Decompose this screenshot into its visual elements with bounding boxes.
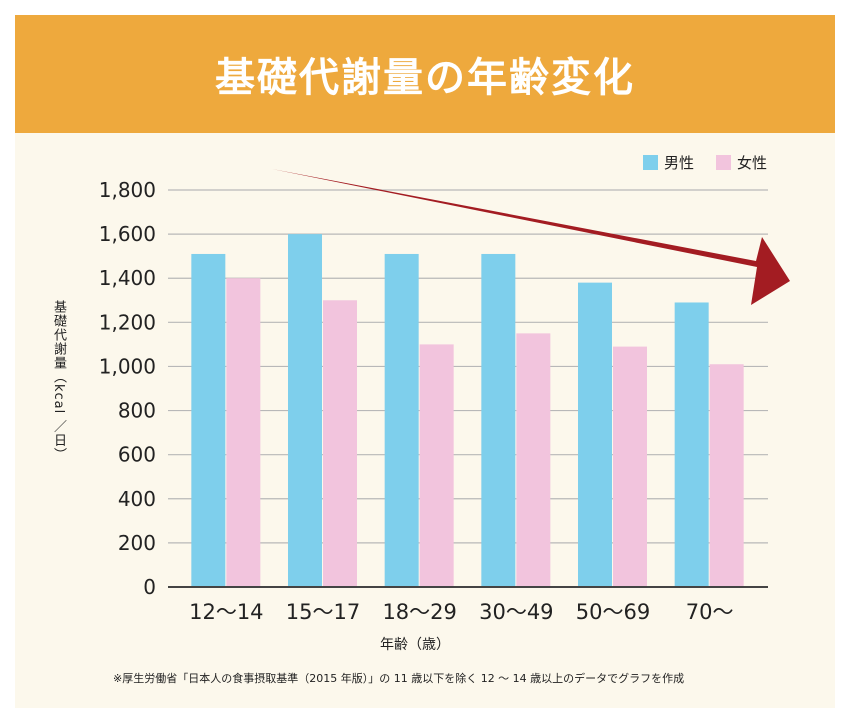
legend-swatch — [716, 155, 731, 170]
bar-female — [709, 364, 744, 587]
y-tick-label: 600 — [118, 443, 156, 467]
bar-male — [288, 234, 322, 587]
y-tick-label: 1,600 — [99, 222, 156, 246]
bar-male — [384, 253, 419, 587]
y-axis-label: 基礎代謝量（kcal ／日） — [51, 300, 66, 462]
bar-male — [674, 302, 709, 587]
x-tick-label: 18～29 — [382, 600, 456, 624]
bar-female — [419, 344, 454, 587]
bar-male — [191, 253, 226, 587]
legend-label: 男性 — [664, 154, 694, 172]
chart-title: 基礎代謝量の年齢変化 — [215, 55, 635, 101]
bar-female — [613, 346, 647, 587]
title-banner: 基礎代謝量の年齢変化 — [15, 15, 835, 133]
bar-female — [323, 300, 357, 587]
x-tick-label: 70～ — [686, 600, 734, 624]
bar-male — [578, 282, 612, 587]
y-tick-label: 1,200 — [99, 310, 156, 334]
legend-label: 女性 — [737, 154, 767, 172]
x-tick-label: 50～69 — [576, 600, 650, 624]
y-tick-label: 200 — [118, 531, 156, 555]
x-tick-label: 30～49 — [479, 600, 553, 624]
footnote: ※厚生労働省「日本人の食事摂取基準（2015 年版）」の 11 歳以下を除く 1… — [113, 672, 685, 685]
y-tick-label: 400 — [118, 487, 156, 511]
x-tick-label: 12～14 — [189, 600, 263, 624]
y-tick-label: 1,400 — [99, 266, 156, 290]
bar-male — [481, 253, 516, 587]
x-axis-label: 年齢（歳） — [380, 637, 450, 653]
y-tick-label: 0 — [143, 575, 156, 599]
y-tick-label: 800 — [118, 399, 156, 423]
x-tick-label: 15～17 — [286, 600, 360, 624]
y-tick-label: 1,000 — [99, 354, 156, 378]
bar-female — [516, 333, 551, 587]
legend-swatch — [643, 155, 658, 170]
y-tick-label: 1,800 — [99, 178, 156, 202]
bar-female — [226, 278, 261, 587]
